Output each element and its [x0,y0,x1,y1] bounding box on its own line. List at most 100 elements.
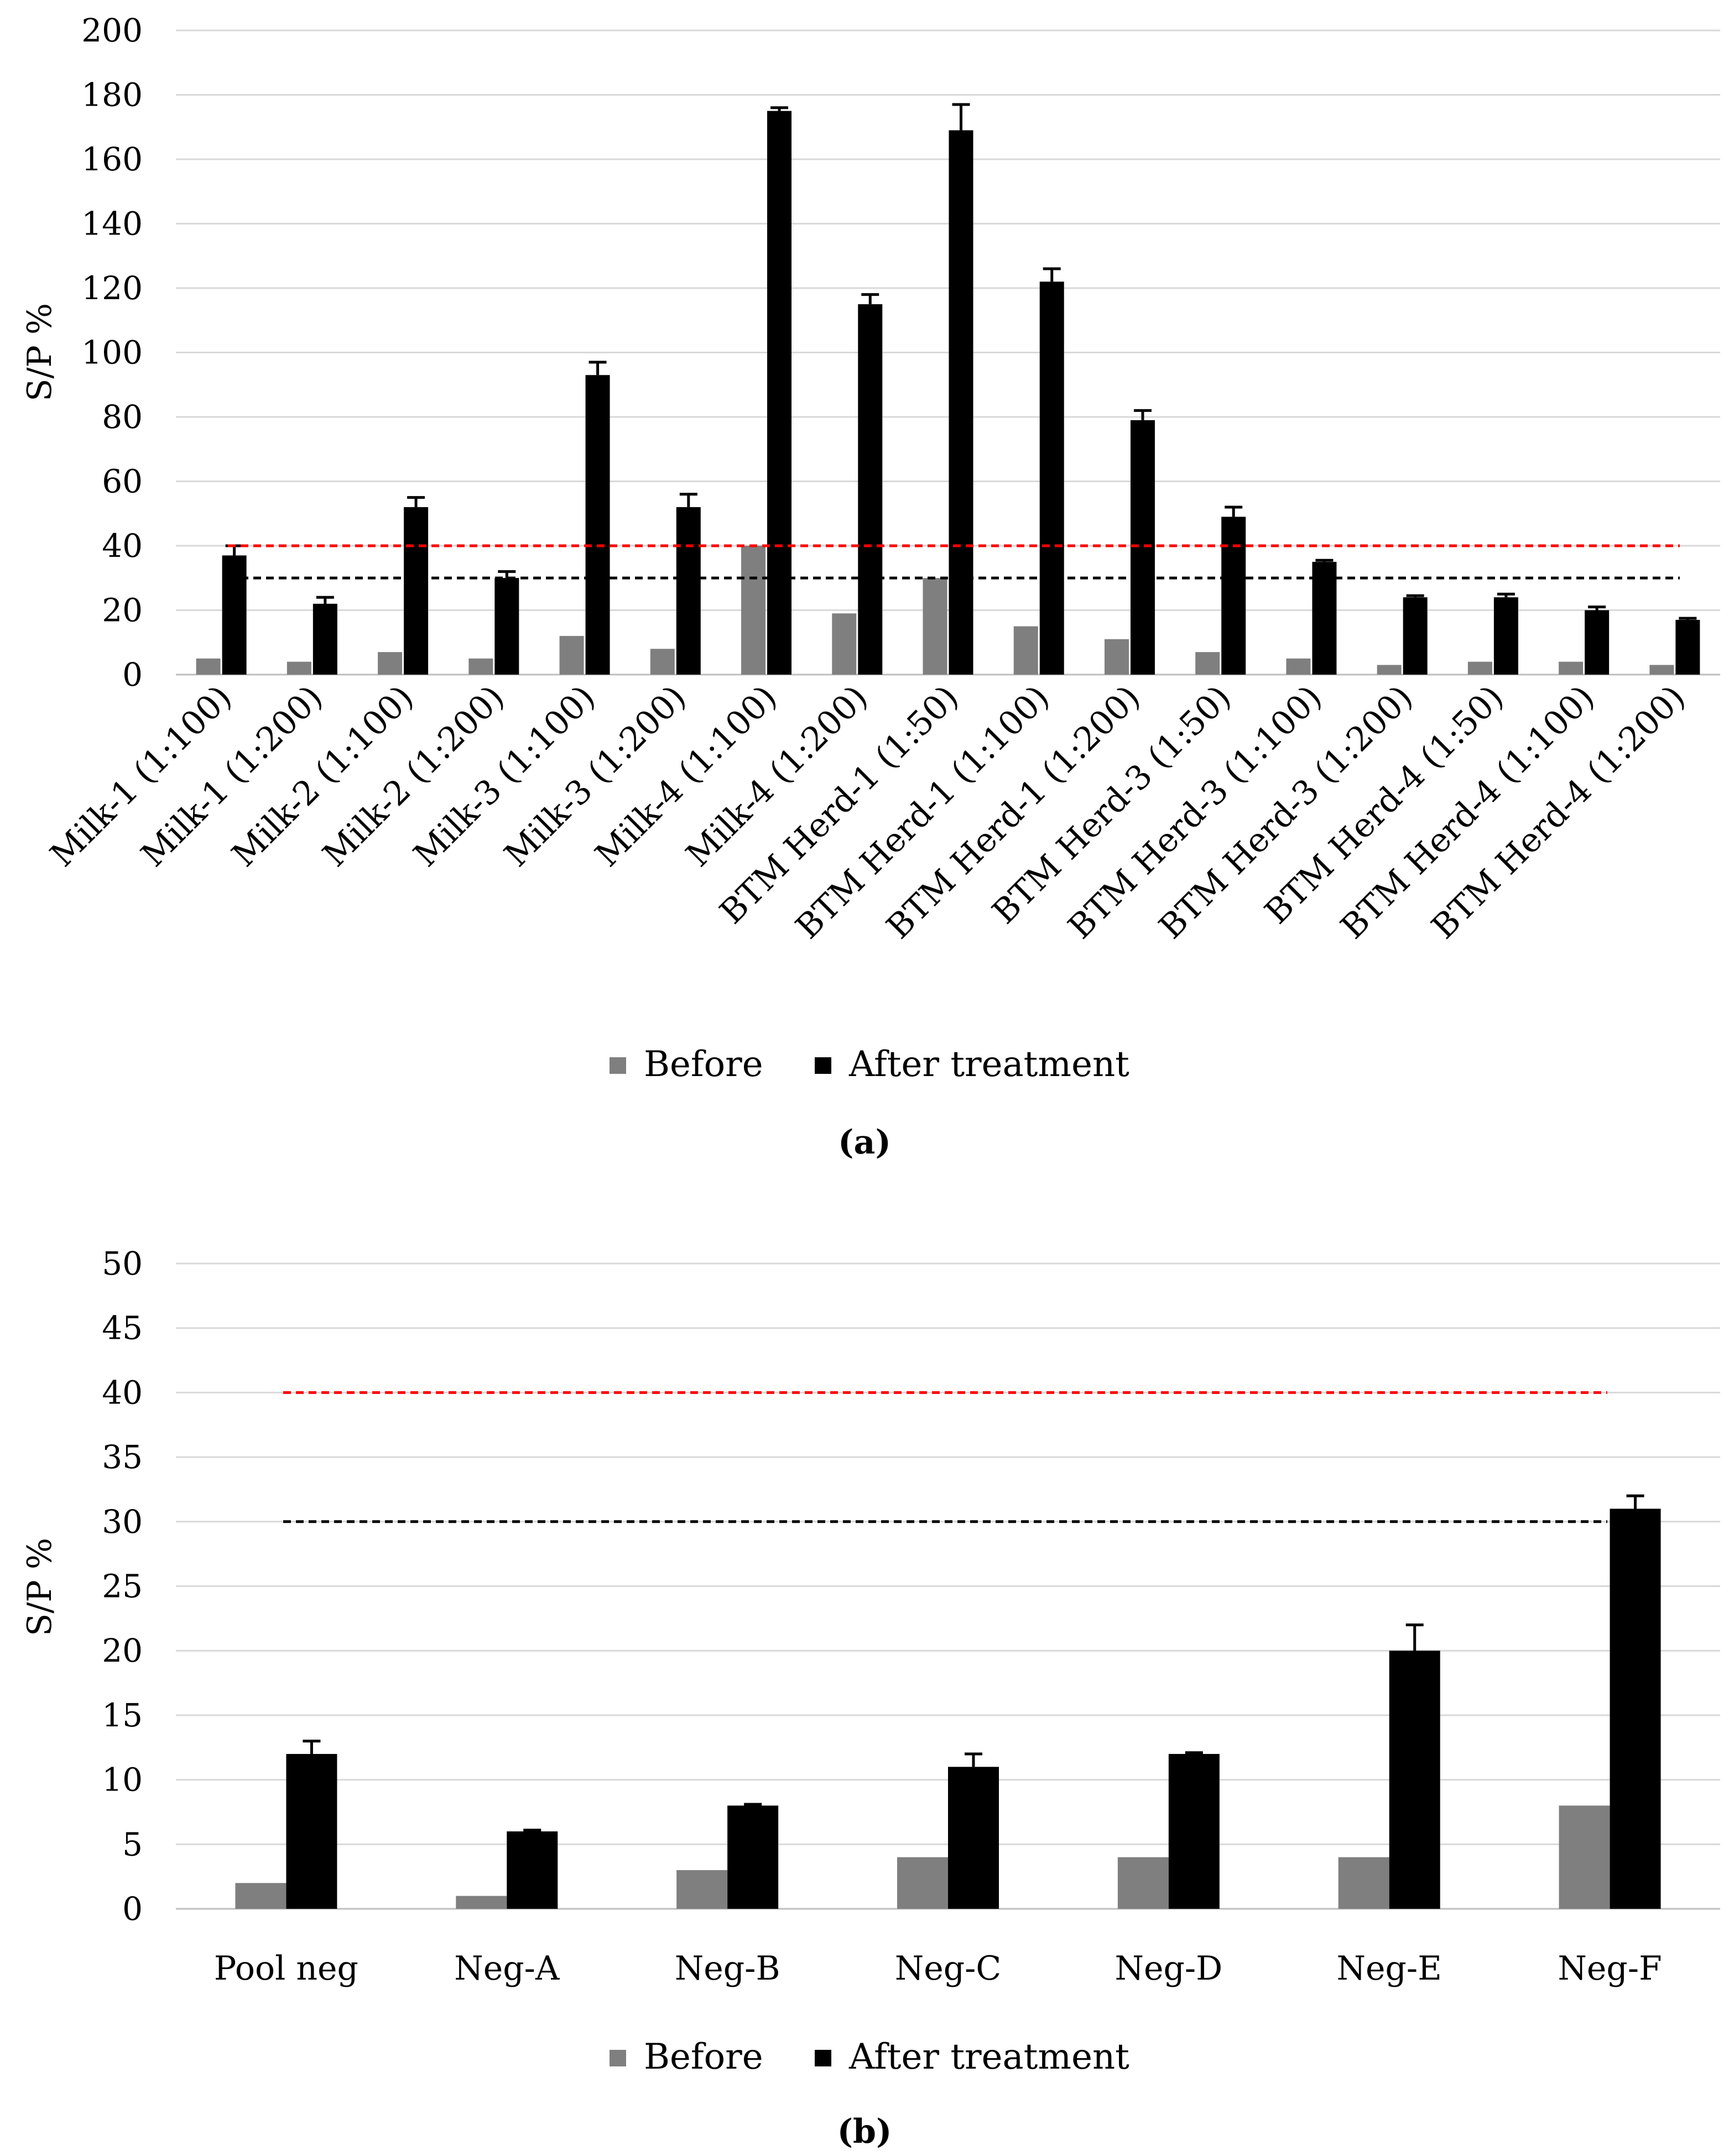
legend-swatch-before [610,2050,626,2066]
bar-after [404,507,429,675]
panel-label-b: (b) [837,2112,892,2151]
y-ticks: 0 20 40 60 80 100 120 140 160 180 200 [81,12,143,693]
y-tick-label: 50 [102,1245,143,1282]
bar-after [948,1767,999,1909]
y-tick-label: 35 [102,1438,143,1476]
bar-group [235,1494,1661,1909]
legend-swatch-before [610,1057,626,1074]
bar-after [286,1753,337,1909]
y-axis-label: S/P % [20,303,59,401]
bar-before [1195,652,1220,675]
bar-after [858,304,883,675]
bar-after [494,578,519,675]
bar-before [468,658,493,675]
y-tick-label: 60 [102,463,143,500]
legend: Before After treatment [610,1044,1129,1085]
bar-before [1286,658,1311,675]
y-tick-label: 160 [81,140,143,178]
x-tick-label: Neg-B [675,1949,780,1988]
bar-before [1559,1805,1610,1909]
bar-before [559,636,584,675]
bar-after [949,130,973,675]
bar-after [727,1805,779,1909]
bar-before [196,658,221,675]
bar-after [313,603,337,675]
bar-before [1338,1857,1389,1909]
y-tick-label: 100 [81,334,143,372]
y-tick-label: 10 [102,1761,143,1799]
y-tick-label: 140 [81,205,143,243]
y-tick-label: 80 [102,398,143,436]
y-tick-label: 40 [102,527,143,565]
y-tick-label: 120 [81,269,143,307]
chart-panel-b: 0 5 10 15 20 25 30 35 40 45 50 Pool neg Neg-A Neg-B N… [20,1245,1720,2151]
y-tick-label: 45 [102,1309,143,1347]
legend-label-after: After treatment [848,1044,1129,1085]
x-tick-label: Pool neg [214,1949,358,1988]
legend-label-before: Before [644,1044,763,1085]
bar-before [832,613,857,675]
bar-before [650,649,675,675]
y-ticks: 0 5 10 15 20 25 30 35 40 45 50 [102,1245,143,1928]
y-tick-label: 40 [102,1374,143,1411]
y-tick-label: 15 [102,1696,143,1734]
x-tick-label: Neg-A [454,1949,560,1988]
bar-before [1013,626,1038,675]
y-tick-label: 20 [102,1632,143,1669]
bar-before [1467,661,1492,675]
bar-before [1559,661,1584,675]
y-tick-label: 30 [102,1503,143,1541]
bar-before [235,1883,287,1909]
bar-after [1403,597,1428,675]
bar-after [1168,1753,1220,1909]
y-tick-label: 0 [122,656,143,693]
y-tick-label: 5 [122,1825,143,1863]
bar-after [1610,1508,1661,1909]
bar-before [1117,1857,1169,1909]
y-tick-label: 200 [81,12,143,49]
legend-label-before: Before [644,2037,763,2077]
y-tick-label: 20 [102,592,143,629]
bar-before [1104,639,1129,675]
bar-after [1312,562,1337,675]
x-tick-label: Neg-C [895,1949,1002,1988]
bar-after [1493,597,1518,675]
x-tick-label: Neg-D [1115,1949,1222,1988]
bar-after [1130,420,1155,675]
bar-after [585,375,610,675]
legend-swatch-after [815,1057,831,1074]
legend-label-after: After treatment [848,2037,1129,2077]
bar-before [287,661,311,675]
bar-before [456,1896,507,1909]
bar-before [741,546,766,675]
y-tick-label: 0 [122,1890,143,1928]
panel-label-a: (a) [838,1123,891,1162]
x-tick-label: Neg-F [1558,1949,1662,1988]
x-ticks: Pool neg Neg-A Neg-B Neg-C Neg-D Neg-E Neg-F [214,1949,1662,1988]
bar-before [1649,665,1674,675]
bar-after [1039,281,1064,675]
y-tick-label: 25 [102,1568,143,1605]
bar-after [1585,610,1610,675]
reference-lines [283,1391,1607,1523]
bar-after [676,507,701,675]
bar-before [1377,665,1402,675]
bar-after [1221,516,1246,675]
legend: Before After treatment [610,2037,1129,2077]
y-axis-label: S/P % [20,1538,59,1636]
x-tick-label: Neg-E [1336,1949,1442,1988]
y-tick-label: 180 [81,76,143,114]
bar-after [222,555,247,675]
bar-before [676,1870,728,1909]
bar-after [1389,1651,1440,1909]
bar-after [767,111,792,675]
bar-before [923,578,947,675]
bar-before [378,652,403,675]
bar-after [507,1831,558,1909]
legend-swatch-after [815,2050,831,2066]
bar-group [196,103,1700,675]
bar-before [897,1857,948,1909]
reference-lines [228,544,1680,580]
